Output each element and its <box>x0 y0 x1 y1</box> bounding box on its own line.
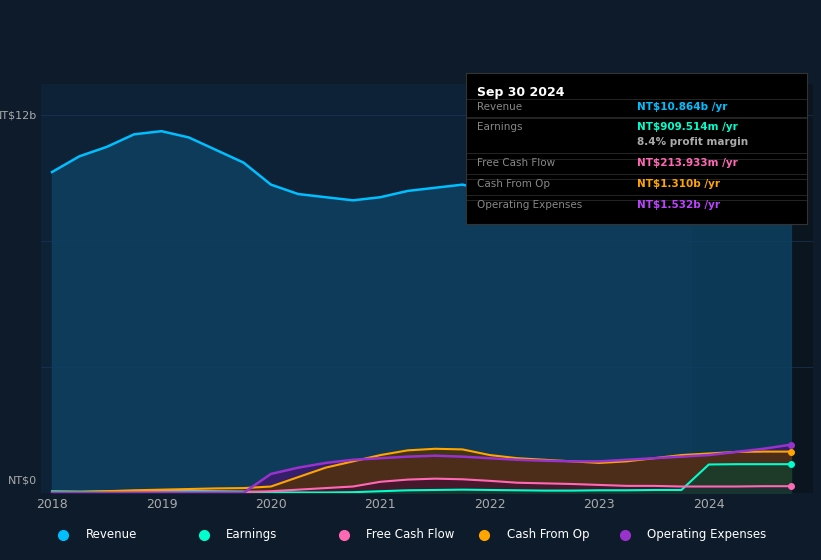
Text: Cash From Op: Cash From Op <box>507 528 589 542</box>
Text: Free Cash Flow: Free Cash Flow <box>476 158 555 168</box>
Text: Earnings: Earnings <box>226 528 277 542</box>
Text: Revenue: Revenue <box>476 102 521 112</box>
Text: NT$1.532b /yr: NT$1.532b /yr <box>637 200 720 211</box>
Text: 8.4% profit margin: 8.4% profit margin <box>637 137 748 147</box>
Text: Sep 30 2024: Sep 30 2024 <box>476 86 564 100</box>
Text: NT$909.514m /yr: NT$909.514m /yr <box>637 122 737 132</box>
Text: Earnings: Earnings <box>476 122 522 132</box>
Bar <box>692 84 813 493</box>
Text: Cash From Op: Cash From Op <box>476 179 549 189</box>
Text: Revenue: Revenue <box>85 528 137 542</box>
Text: NT$12b: NT$12b <box>0 110 37 120</box>
Text: Operating Expenses: Operating Expenses <box>647 528 766 542</box>
Text: NT$10.864b /yr: NT$10.864b /yr <box>637 102 727 112</box>
Text: Operating Expenses: Operating Expenses <box>476 200 582 211</box>
Text: NT$0: NT$0 <box>8 475 37 486</box>
Text: NT$213.933m /yr: NT$213.933m /yr <box>637 158 737 168</box>
Text: NT$1.310b /yr: NT$1.310b /yr <box>637 179 720 189</box>
Text: Free Cash Flow: Free Cash Flow <box>366 528 455 542</box>
